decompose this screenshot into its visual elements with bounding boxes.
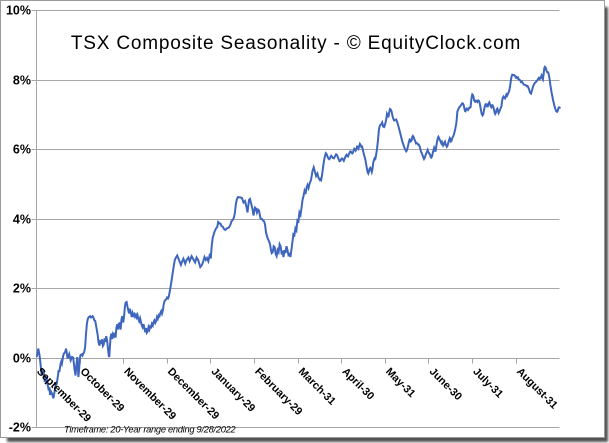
svg-text:-2%: -2%	[9, 421, 31, 435]
svg-text:4%: 4%	[13, 213, 31, 227]
svg-text:July-31: July-31	[470, 366, 505, 401]
svg-text:August-31: August-31	[514, 366, 560, 412]
svg-text:TSX Composite Seasonality - ©: TSX Composite Seasonality - © EquityCloc…	[71, 33, 521, 54]
svg-text:April-30: April-30	[339, 366, 376, 403]
svg-text:June-30: June-30	[427, 366, 464, 403]
svg-text:March-31: March-31	[296, 366, 338, 408]
svg-text:8%: 8%	[13, 74, 31, 88]
svg-text:2%: 2%	[13, 282, 31, 296]
svg-text:Timeframe: 20-Year range endin: Timeframe: 20-Year range ending 9/28/202…	[64, 425, 237, 435]
svg-text:May-31: May-31	[383, 366, 417, 400]
svg-text:6%: 6%	[13, 143, 31, 157]
svg-text:10%: 10%	[6, 4, 31, 18]
svg-text:0%: 0%	[13, 352, 31, 366]
